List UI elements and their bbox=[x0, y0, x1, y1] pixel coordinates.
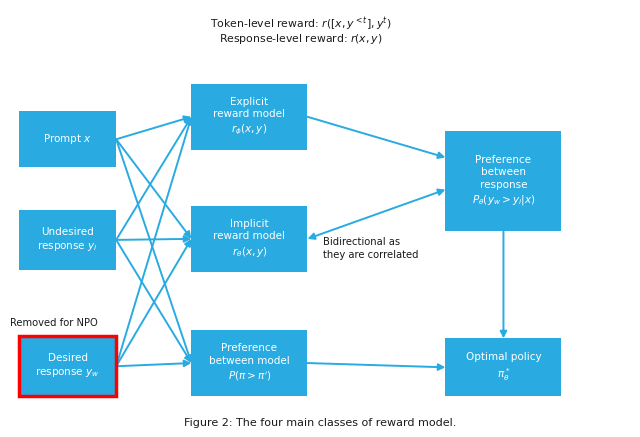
Text: Implicit
reward model
$r_{\theta}(x,y)$: Implicit reward model $r_{\theta}(x,y)$ bbox=[214, 218, 285, 259]
FancyBboxPatch shape bbox=[19, 336, 116, 396]
Text: Bidirectional as
they are correlated: Bidirectional as they are correlated bbox=[323, 237, 419, 260]
Text: Desired
response $y_w$: Desired response $y_w$ bbox=[35, 353, 100, 379]
FancyBboxPatch shape bbox=[191, 330, 307, 396]
FancyBboxPatch shape bbox=[19, 111, 116, 167]
Text: Prompt $x$: Prompt $x$ bbox=[43, 132, 92, 146]
Text: Figure 2: The four main classes of reward model.: Figure 2: The four main classes of rewar… bbox=[184, 418, 456, 428]
Text: Explicit
reward model
$r_{\phi}(x,y)$: Explicit reward model $r_{\phi}(x,y)$ bbox=[214, 97, 285, 137]
FancyBboxPatch shape bbox=[191, 83, 307, 150]
Text: Preference
between
response
$P_{\theta}(y_w > y_l|x)$: Preference between response $P_{\theta}(… bbox=[472, 155, 535, 208]
Text: Response-level reward: $r(x, y)$: Response-level reward: $r(x, y)$ bbox=[220, 32, 383, 46]
Text: Token-level reward: $r([x, y^{<t}], y^t)$: Token-level reward: $r([x, y^{<t}], y^t)… bbox=[211, 15, 392, 33]
FancyBboxPatch shape bbox=[445, 338, 561, 396]
FancyBboxPatch shape bbox=[19, 210, 116, 270]
Text: Preference
between model
$P(\pi > \pi')$: Preference between model $P(\pi > \pi')$ bbox=[209, 343, 290, 383]
FancyBboxPatch shape bbox=[445, 131, 561, 231]
Text: Removed for NPO: Removed for NPO bbox=[10, 318, 97, 328]
Text: Undesired
response $y_l$: Undesired response $y_l$ bbox=[37, 227, 98, 253]
FancyBboxPatch shape bbox=[191, 206, 307, 272]
Text: Optimal policy
$\pi_{\theta}^*$: Optimal policy $\pi_{\theta}^*$ bbox=[466, 352, 541, 383]
